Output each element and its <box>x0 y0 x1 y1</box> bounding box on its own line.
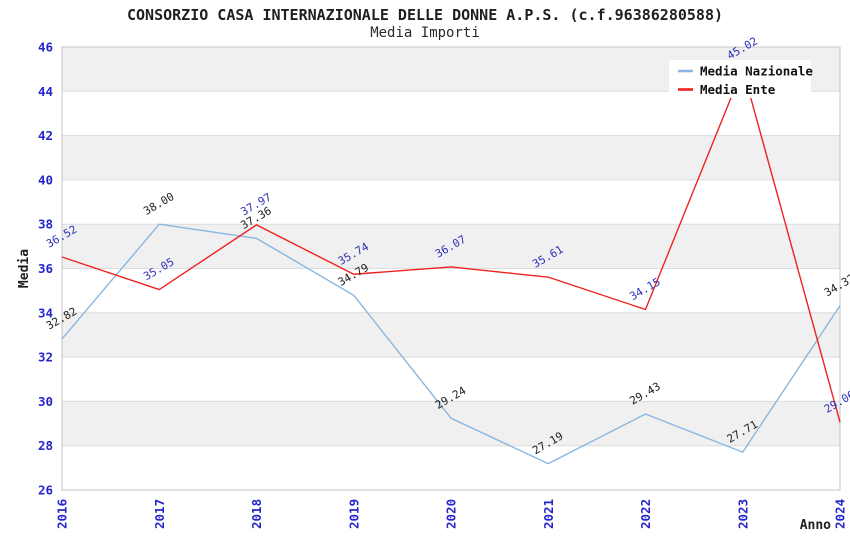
y-tick-label: 32 <box>38 350 53 365</box>
point-label: 34.32 <box>822 271 850 299</box>
x-tick-label: 2023 <box>735 499 750 529</box>
plot-border <box>61 46 841 491</box>
x-tick-label: 2021 <box>541 499 556 529</box>
legend-label: Media Nazionale <box>700 64 813 79</box>
plot-bands <box>62 47 840 446</box>
x-tick-label: 2016 <box>55 499 70 529</box>
x-axis-ticks: 2016 2017 2018 2019 2020 2021 2022 2023 2024 <box>55 499 848 529</box>
grid-band <box>62 312 840 358</box>
point-label: 38.00 <box>141 190 176 218</box>
y-tick-label: 34 <box>38 305 53 320</box>
chart-subtitle: Media Importi <box>370 25 480 41</box>
grid-band <box>62 224 840 269</box>
x-tick-label: 2024 <box>833 499 848 529</box>
series-line-media-ente <box>61 68 841 423</box>
y-axis-title: Media <box>17 249 32 288</box>
y-tick-label: 38 <box>38 217 53 232</box>
x-tick-label: 2022 <box>638 499 653 529</box>
grid-band <box>62 401 840 446</box>
y-tick-label: 40 <box>38 172 53 187</box>
y-tick-label: 44 <box>38 84 53 99</box>
x-axis-title: Anno <box>800 518 831 533</box>
y-tick-label: 28 <box>38 438 53 453</box>
series-line-media-nazionale <box>61 223 841 465</box>
x-tick-label: 2019 <box>346 499 361 529</box>
y-tick-label: 46 <box>38 40 53 55</box>
legend-label: Media Ente <box>700 82 776 97</box>
legend-item: Media Ente <box>678 82 776 97</box>
x-tick-label: 2017 <box>152 499 167 529</box>
grid-band <box>62 135 840 180</box>
y-tick-label: 30 <box>38 394 53 409</box>
legend: Media Nazionale Media Ente <box>669 60 813 98</box>
y-tick-label: 36 <box>38 261 53 276</box>
chart-title: CONSORZIO CASA INTERNAZIONALE DELLE DONN… <box>126 6 724 24</box>
y-axis-ticks: 26 28 30 32 34 36 38 40 42 44 46 <box>38 40 53 498</box>
x-tick-label: 2018 <box>249 499 264 529</box>
y-gridlines <box>62 90 840 447</box>
x-tick-label: 2020 <box>444 499 459 529</box>
y-tick-label: 26 <box>38 483 53 498</box>
y-tick-label: 42 <box>38 128 53 143</box>
point-label: 34.15 <box>628 275 663 303</box>
legend-box <box>669 60 811 98</box>
legend-item: Media Nazionale <box>678 64 813 79</box>
